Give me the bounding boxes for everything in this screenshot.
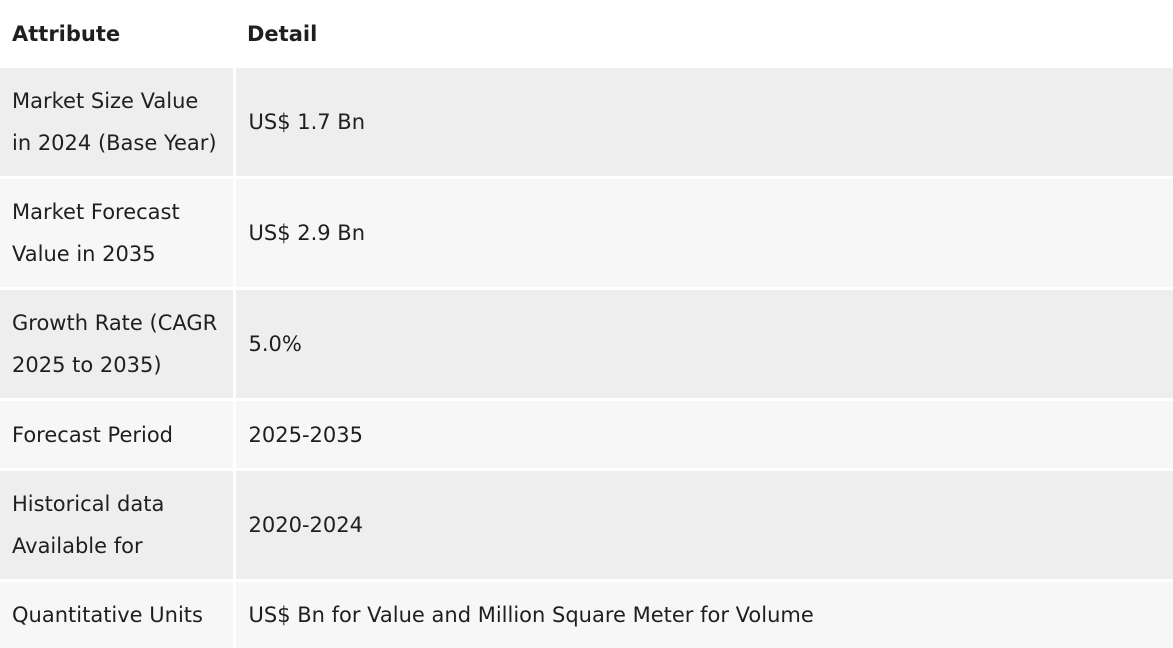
attribute-cell: Historical data Available for	[0, 470, 234, 581]
table-header-row: Attribute Detail	[0, 0, 1173, 68]
detail-cell: US$ 1.7 Bn	[234, 68, 1173, 178]
attribute-cell: Market Forecast Value in 2035	[0, 178, 234, 289]
table-row: Market Forecast Value in 2035 US$ 2.9 Bn	[0, 178, 1173, 289]
detail-cell: US$ Bn for Value and Million Square Mete…	[234, 581, 1173, 648]
detail-cell: 5.0%	[234, 289, 1173, 400]
table-row: Historical data Available for 2020-2024	[0, 470, 1173, 581]
header-detail: Detail	[234, 0, 1173, 68]
attribute-cell: Quantitative Units	[0, 581, 234, 648]
detail-cell: US$ 2.9 Bn	[234, 178, 1173, 289]
table-row: Market Size Value in 2024 (Base Year) US…	[0, 68, 1173, 178]
detail-cell: 2020-2024	[234, 470, 1173, 581]
table-row: Growth Rate (CAGR 2025 to 2035) 5.0%	[0, 289, 1173, 400]
attribute-cell: Growth Rate (CAGR 2025 to 2035)	[0, 289, 234, 400]
attribute-cell: Forecast Period	[0, 400, 234, 470]
table-row: Forecast Period 2025-2035	[0, 400, 1173, 470]
attribute-cell: Market Size Value in 2024 (Base Year)	[0, 68, 234, 178]
header-attribute: Attribute	[0, 0, 234, 68]
detail-cell: 2025-2035	[234, 400, 1173, 470]
table-row: Quantitative Units US$ Bn for Value and …	[0, 581, 1173, 648]
